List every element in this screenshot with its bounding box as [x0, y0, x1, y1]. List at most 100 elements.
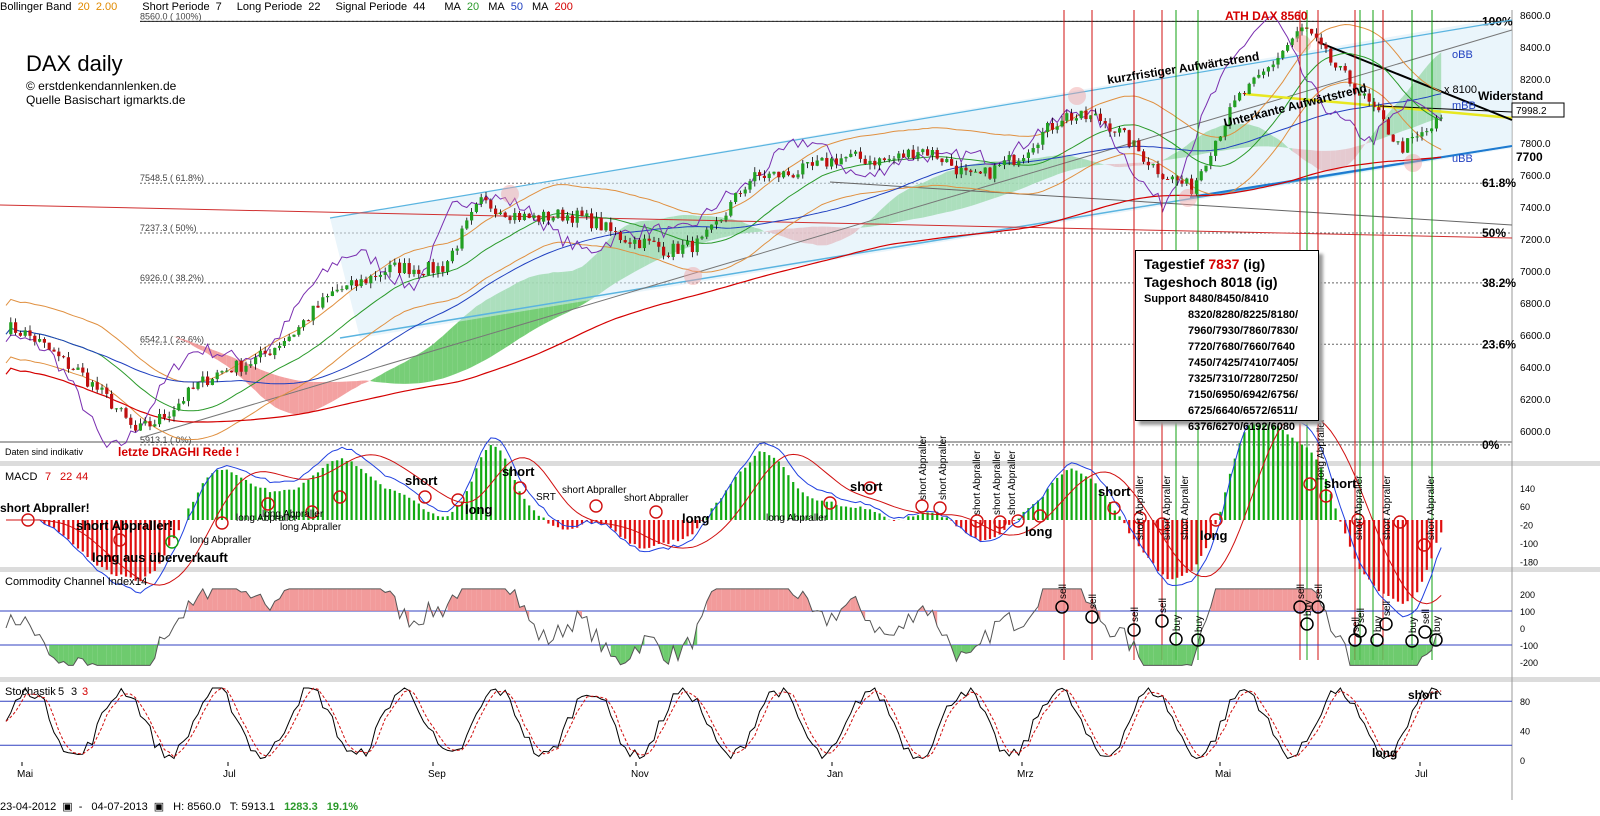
candle-body — [1348, 70, 1352, 84]
ma-label-2: MA — [488, 1, 505, 13]
cci-fill — [1354, 645, 1360, 666]
macd-signal-circle — [933, 501, 947, 515]
cci-fill — [956, 645, 962, 662]
x-tick-label: Sep — [428, 769, 446, 780]
candle-body — [518, 213, 522, 221]
y-tick-label: 7000.0 — [1520, 267, 1551, 278]
macd-tick: -20 — [1520, 521, 1533, 531]
candle-body — [388, 264, 392, 273]
cci-fill — [1158, 645, 1163, 666]
candle-body — [1050, 122, 1054, 130]
macd-signal-circle — [823, 496, 837, 510]
candle-body — [369, 275, 373, 284]
ichimoku-cloud — [322, 381, 328, 407]
candle-body — [1257, 74, 1261, 78]
y-tick-label: 7800.0 — [1520, 139, 1551, 150]
candle-body — [863, 158, 867, 164]
cci-fill — [222, 588, 227, 611]
ichimoku-cloud — [222, 353, 227, 366]
fib-pct-label: 61.8% — [1482, 176, 1516, 190]
cci-fill — [1138, 645, 1144, 666]
macd-bar — [537, 515, 540, 520]
macd-bar — [187, 508, 190, 520]
macd-bar — [379, 484, 382, 520]
candle-body — [633, 239, 637, 244]
candle-body — [182, 401, 186, 404]
macd-bar — [883, 516, 886, 520]
macd-bar — [369, 476, 372, 520]
macd-signal-text: short Abpraller — [938, 435, 949, 500]
cci-fill — [246, 591, 251, 611]
calendar-icon[interactable]: ▣ — [62, 801, 73, 813]
macd-bar — [532, 510, 536, 520]
macd-bar — [1315, 459, 1318, 520]
cci-fill — [1230, 588, 1235, 611]
highlight-circle — [1293, 35, 1311, 53]
candle-body — [494, 208, 498, 215]
cci-signal-circle — [1300, 617, 1314, 631]
signal-label: Signal Periode — [335, 1, 408, 13]
macd-bar — [1262, 415, 1265, 520]
highlight-circle — [1179, 189, 1197, 207]
candle-body — [1290, 38, 1294, 46]
candle-body — [258, 350, 262, 358]
macd-signal-text: long Abpraller — [1316, 418, 1327, 480]
macd-signal-circle — [1209, 513, 1223, 527]
candle-body — [1329, 48, 1333, 63]
macd-bar — [1017, 518, 1020, 520]
candle-body — [1122, 128, 1126, 131]
macd-tick: -180 — [1520, 557, 1538, 567]
candle-body — [1055, 126, 1059, 130]
candle-body — [522, 213, 526, 221]
cci-fill — [1316, 592, 1322, 611]
macd-bar — [1195, 520, 1198, 565]
candle-body — [441, 266, 445, 272]
macd-bar — [1190, 520, 1193, 571]
y-tick-label: 7600.0 — [1520, 171, 1551, 182]
highlight-circle — [684, 267, 702, 285]
support-line: 8320/8280/8225/8180/ — [1188, 309, 1299, 321]
x-tick-label: Jan — [827, 769, 843, 780]
ma20-line — [5, 52, 1442, 412]
ichimoku-cloud — [226, 354, 232, 370]
macd-bar — [398, 493, 401, 520]
macd-bar — [1041, 496, 1044, 520]
cci-fill — [735, 588, 741, 611]
cci-fill — [846, 598, 851, 611]
candle-body — [18, 332, 22, 336]
cci-tick: 0 — [1520, 624, 1525, 634]
stoch-k-line — [5, 686, 1442, 760]
macd-bar — [163, 520, 166, 556]
macd-bar — [681, 520, 684, 540]
cci-fill — [754, 588, 760, 611]
macd-bar — [211, 473, 214, 520]
cci-fill — [1047, 588, 1053, 611]
cci-fill — [462, 588, 467, 611]
macd-bar — [619, 520, 622, 537]
support-line: 7150/6950/6942/6756/ — [1188, 389, 1299, 401]
candle-body — [1377, 107, 1381, 111]
candle-body — [1242, 93, 1246, 95]
macd-bar — [576, 520, 579, 528]
candle-body — [498, 212, 502, 215]
price-tag-box — [1511, 102, 1565, 118]
candle-body — [849, 153, 853, 157]
macd-bar — [628, 520, 632, 544]
calendar-icon[interactable]: ▣ — [153, 801, 165, 813]
macd-bar — [1296, 441, 1299, 520]
cci-fill — [255, 594, 261, 611]
stoch-tick: 40 — [1520, 727, 1530, 737]
macd-bar — [1171, 520, 1174, 580]
candle-body — [273, 347, 277, 356]
macd-signal-circle — [418, 490, 432, 504]
ath-label: ATH DAX 8560 — [1225, 9, 1308, 23]
ichimoku-cloud — [394, 364, 400, 384]
candle-body — [609, 222, 613, 232]
macd-bar — [168, 520, 171, 546]
support-line: 7960/7930/7860/7830/ — [1188, 325, 1299, 337]
macd-bar — [480, 457, 483, 520]
resistance-label: Widerstand — [1478, 89, 1543, 103]
macd-bar — [67, 520, 70, 540]
macd-signal-text: short Abpraller — [1007, 450, 1018, 515]
macd-bar — [643, 520, 646, 549]
